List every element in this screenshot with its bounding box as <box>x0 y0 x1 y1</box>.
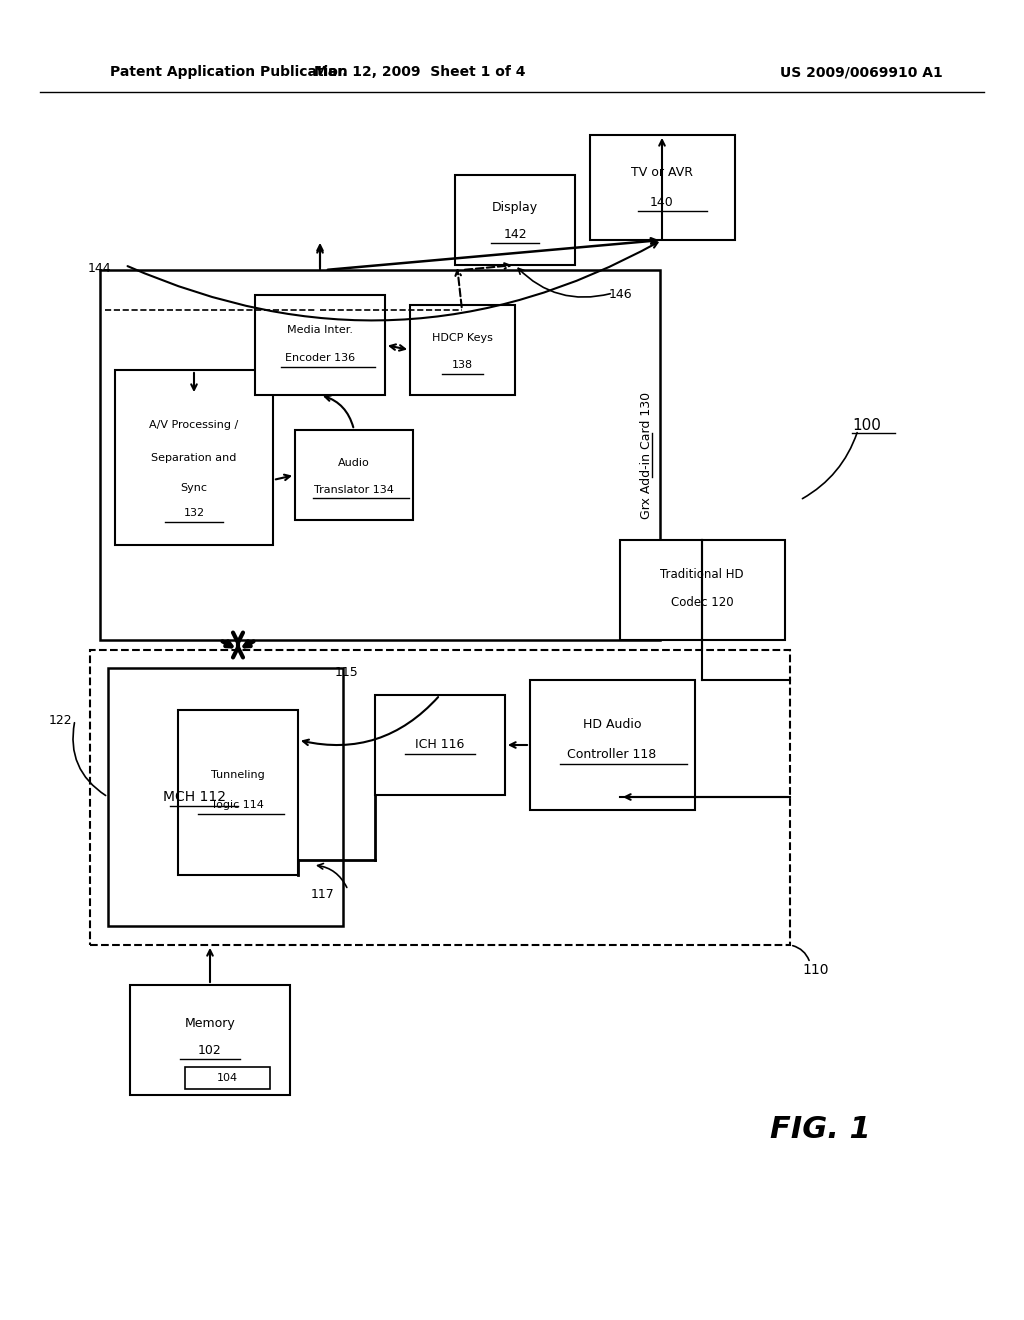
Bar <box>590 135 735 240</box>
Bar <box>295 430 413 520</box>
Bar <box>255 294 385 395</box>
Text: Encoder 136: Encoder 136 <box>285 352 355 363</box>
Text: 102: 102 <box>198 1044 222 1056</box>
Text: logic 114: logic 114 <box>213 800 263 810</box>
Bar <box>115 370 273 545</box>
Text: 144: 144 <box>88 261 112 275</box>
Bar <box>530 680 695 810</box>
Text: US 2009/0069910 A1: US 2009/0069910 A1 <box>780 65 943 79</box>
Text: 142: 142 <box>503 228 526 242</box>
Bar <box>410 305 515 395</box>
Text: Translator 134: Translator 134 <box>314 484 394 495</box>
Bar <box>100 271 660 640</box>
Text: Patent Application Publication: Patent Application Publication <box>110 65 348 79</box>
Text: 140: 140 <box>650 197 674 210</box>
Text: Grx Add-in Card 130: Grx Add-in Card 130 <box>640 392 652 519</box>
Text: 132: 132 <box>183 508 205 517</box>
Text: HDCP Keys: HDCP Keys <box>431 333 493 343</box>
Text: Separation and: Separation and <box>152 453 237 463</box>
Bar <box>455 176 575 265</box>
Text: 104: 104 <box>216 1073 238 1082</box>
Text: 146: 146 <box>608 289 632 301</box>
Bar <box>108 668 343 927</box>
Text: Controller 118: Controller 118 <box>567 748 656 762</box>
Bar <box>178 710 298 875</box>
Bar <box>130 985 290 1096</box>
Text: Traditional HD: Traditional HD <box>660 569 743 582</box>
Text: HD Audio: HD Audio <box>583 718 641 731</box>
Text: MCH 112: MCH 112 <box>163 789 226 804</box>
Bar <box>620 540 785 640</box>
Text: Display: Display <box>492 202 538 214</box>
Bar <box>375 696 505 795</box>
Text: Media Inter.: Media Inter. <box>287 325 353 335</box>
Text: Tunneling: Tunneling <box>211 770 265 780</box>
Text: A/V Processing /: A/V Processing / <box>150 420 239 430</box>
Text: 122: 122 <box>48 714 72 726</box>
Bar <box>185 1067 270 1089</box>
Text: Mar. 12, 2009  Sheet 1 of 4: Mar. 12, 2009 Sheet 1 of 4 <box>314 65 525 79</box>
Bar <box>90 649 790 945</box>
Text: TV or AVR: TV or AVR <box>631 166 693 180</box>
Text: FIG. 1: FIG. 1 <box>770 1115 870 1144</box>
Text: 117: 117 <box>311 888 335 902</box>
Text: 100: 100 <box>852 417 881 433</box>
Text: ICH 116: ICH 116 <box>416 738 465 751</box>
Text: Memory: Memory <box>184 1016 236 1030</box>
Text: Audio: Audio <box>338 458 370 469</box>
Text: 138: 138 <box>452 360 472 370</box>
Text: Sync: Sync <box>180 483 208 492</box>
Text: Codec 120: Codec 120 <box>671 597 733 610</box>
Text: 115: 115 <box>335 667 358 680</box>
Text: 110: 110 <box>802 964 828 977</box>
